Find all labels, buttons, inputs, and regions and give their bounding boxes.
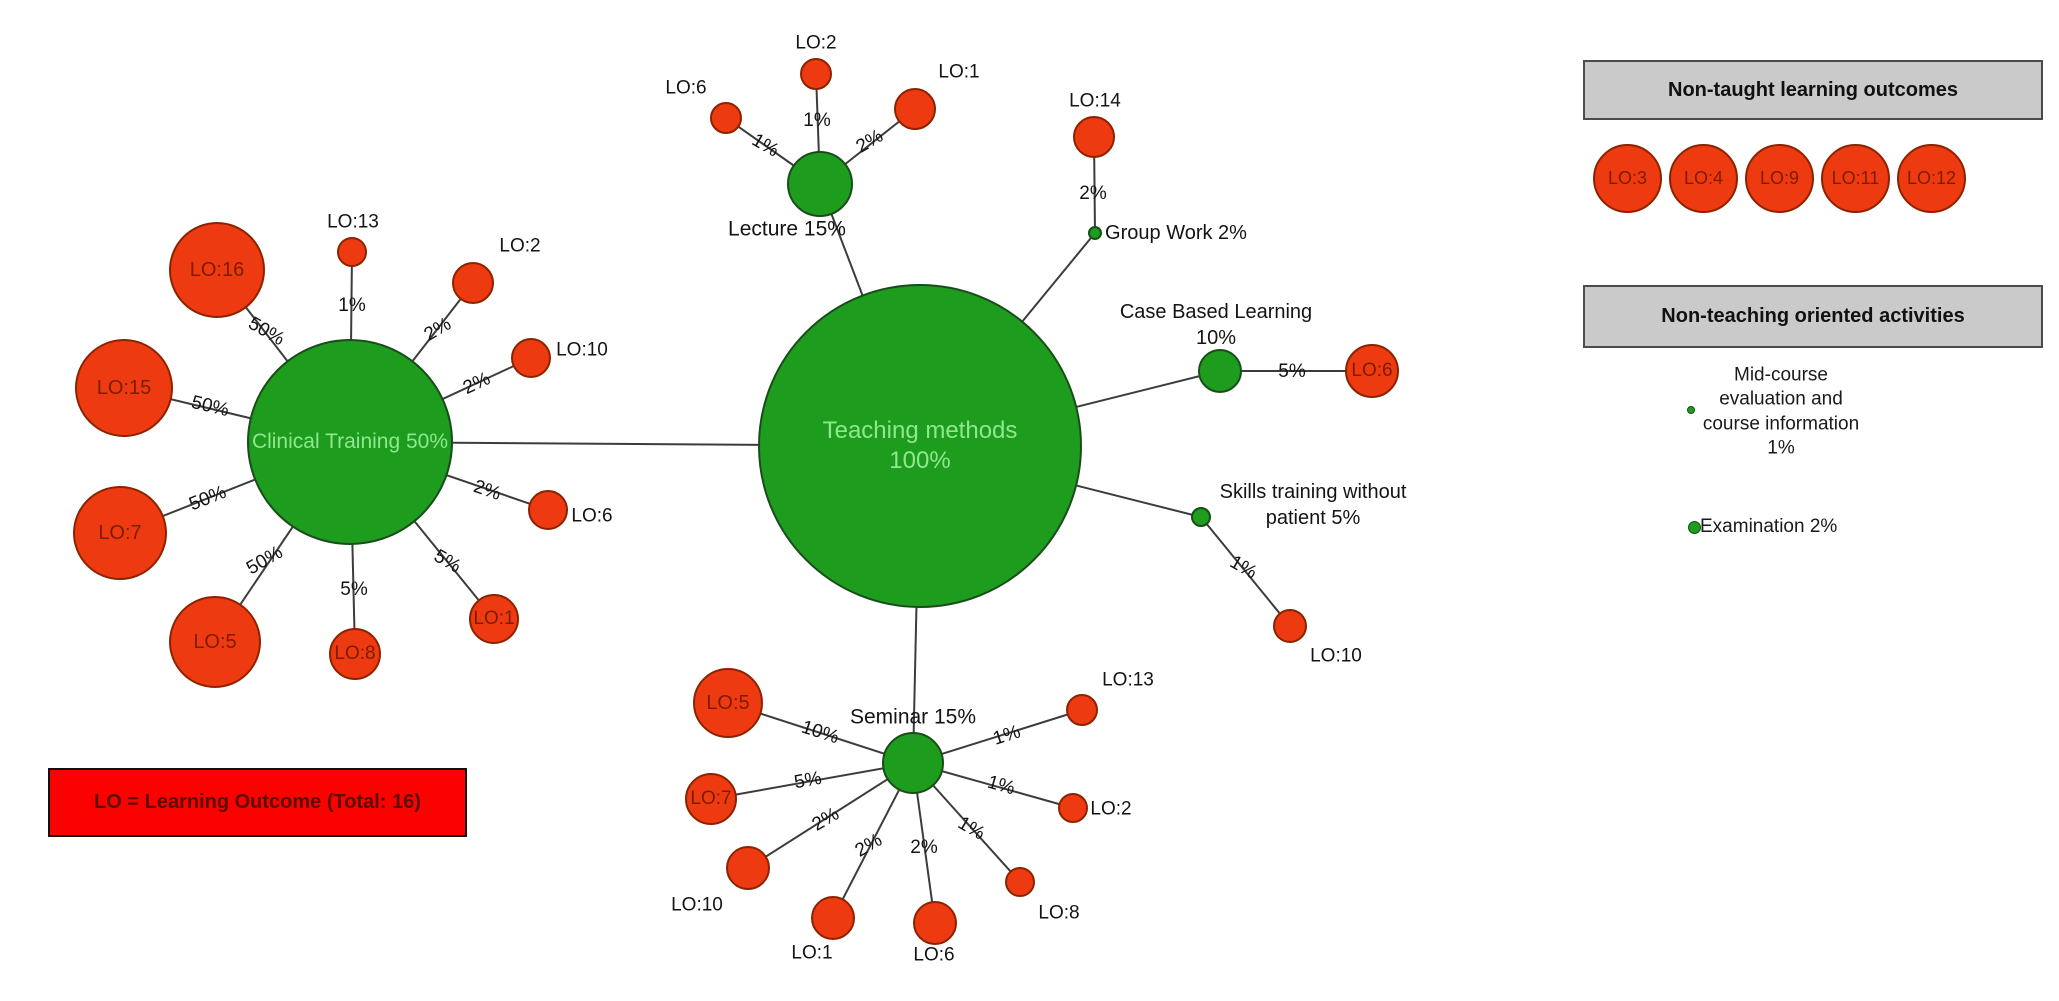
non-taught-panel-title: Non-taught learning outcomes: [1668, 78, 1958, 101]
node-c-lo10: [511, 338, 551, 378]
non-taught-outcome-node: LO:12: [1897, 144, 1966, 213]
node-sem-lo2: [1058, 793, 1088, 823]
node-c-lo7: LO:7: [73, 486, 167, 580]
node-groupwork: [1088, 226, 1102, 240]
node-skills: [1191, 507, 1211, 527]
legend-box: LO = Learning Outcome (Total: 16): [48, 768, 467, 837]
non-teaching-panel-title: Non-teaching oriented activities: [1661, 305, 1965, 327]
node-c-lo13: [337, 237, 367, 267]
node-label-lo14: LO:14: [1069, 90, 1121, 112]
node-label-c-lo10: LO:10: [556, 339, 608, 361]
node-label-l-lo1: LO:1: [938, 61, 980, 83]
non-taught-outcome-node: LO:9: [1745, 144, 1814, 213]
examination-dot: [1688, 521, 1701, 534]
node-sem-lo7: LO:7: [685, 773, 737, 825]
node-sem-lo6: [913, 901, 957, 945]
midcourse-evaluation-label: Mid-course evaluation and course informa…: [1702, 364, 1860, 459]
node-c-lo8: LO:8: [329, 628, 381, 680]
node-l-lo2: [800, 58, 832, 90]
node-clinical: Clinical Training 50%: [247, 339, 453, 545]
node-label-skills: Skills training without patient 5%: [1219, 481, 1407, 529]
edge-line-seminar-sem-lo10: [747, 762, 914, 869]
edge-line-seminar-sem-lo7: [710, 762, 914, 800]
node-label-c-lo6: LO:6: [571, 505, 613, 527]
examination-label: Examination 2%: [1700, 516, 1838, 537]
edge-label-groupwork-lo14: 2%: [1079, 183, 1107, 204]
node-c-lo15: LO:15: [75, 339, 173, 437]
edge-label-lecture-l-lo2: 1%: [803, 110, 831, 131]
node-label-sem-lo1: LO:1: [791, 942, 833, 964]
node-l-lo1: [894, 88, 936, 130]
legend-text: LO = Learning Outcome (Total: 16): [94, 791, 421, 813]
non-taught-panel-header: Non-taught learning outcomes: [1583, 60, 2043, 120]
node-cbl: [1198, 349, 1242, 393]
node-label-lecture: Lecture 15%: [728, 217, 846, 241]
edge-label-cbl-cbl-lo6: 5%: [1278, 361, 1306, 382]
non-taught-outcome-node: LO:3: [1593, 144, 1662, 213]
node-c-lo2: [452, 262, 494, 304]
node-c-lo1: LO:1: [469, 594, 519, 644]
node-c-lo16: LO:16: [169, 222, 265, 318]
node-label-c-lo13: LO:13: [327, 211, 379, 233]
node-c-lo5: LO:5: [169, 596, 261, 688]
node-label-sem-lo13: LO:13: [1102, 669, 1154, 691]
node-c-lo6: [528, 490, 568, 530]
midcourse-evaluation-dot: [1687, 406, 1695, 414]
node-teaching: Teaching methods 100%: [758, 284, 1082, 608]
node-sem-lo10: [726, 846, 770, 890]
node-seminar: [882, 732, 944, 794]
node-sem-lo5: LO:5: [693, 668, 763, 738]
node-lecture: [787, 151, 853, 217]
edge-label-clinical-c-lo8: 5%: [340, 579, 368, 600]
node-cbl-lo6: LO:6: [1345, 344, 1399, 398]
edge-label-clinical-c-lo13: 1%: [338, 295, 366, 316]
non-taught-outcomes-row: LO:3 LO:4 LO:9 LO:11 LO:12: [1593, 144, 1966, 213]
node-label-sem-lo2: LO:2: [1090, 798, 1132, 820]
edge-line-skills-s-lo10: [1200, 516, 1291, 627]
node-label-sem-lo6: LO:6: [913, 944, 955, 966]
node-label-sem-lo10: LO:10: [671, 894, 723, 916]
node-s-lo10: [1273, 609, 1307, 643]
node-label-sem-lo8: LO:8: [1038, 902, 1080, 924]
non-teaching-panel-header: Non-teaching oriented activities: [1583, 285, 2043, 348]
node-label-seminar: Seminar 15%: [849, 705, 977, 729]
node-sem-lo13: [1066, 694, 1098, 726]
node-l-lo6: [710, 102, 742, 134]
node-label-c-lo2: LO:2: [499, 235, 541, 257]
node-sem-lo1: [811, 896, 855, 940]
node-label-cbl: Case Based Learning 10%: [1119, 301, 1313, 349]
node-sem-lo8: [1005, 867, 1035, 897]
node-label-l-lo6: LO:6: [665, 77, 707, 99]
node-label-groupwork: Group Work 2%: [1105, 222, 1247, 244]
node-label-l-lo2: LO:2: [795, 32, 837, 54]
non-taught-outcome-node: LO:11: [1821, 144, 1890, 213]
edge-label-seminar-sem-lo6: 2%: [910, 837, 938, 858]
non-taught-outcome-node: LO:4: [1669, 144, 1738, 213]
node-label-s-lo10: LO:10: [1310, 645, 1362, 667]
node-lo14: [1073, 116, 1115, 158]
